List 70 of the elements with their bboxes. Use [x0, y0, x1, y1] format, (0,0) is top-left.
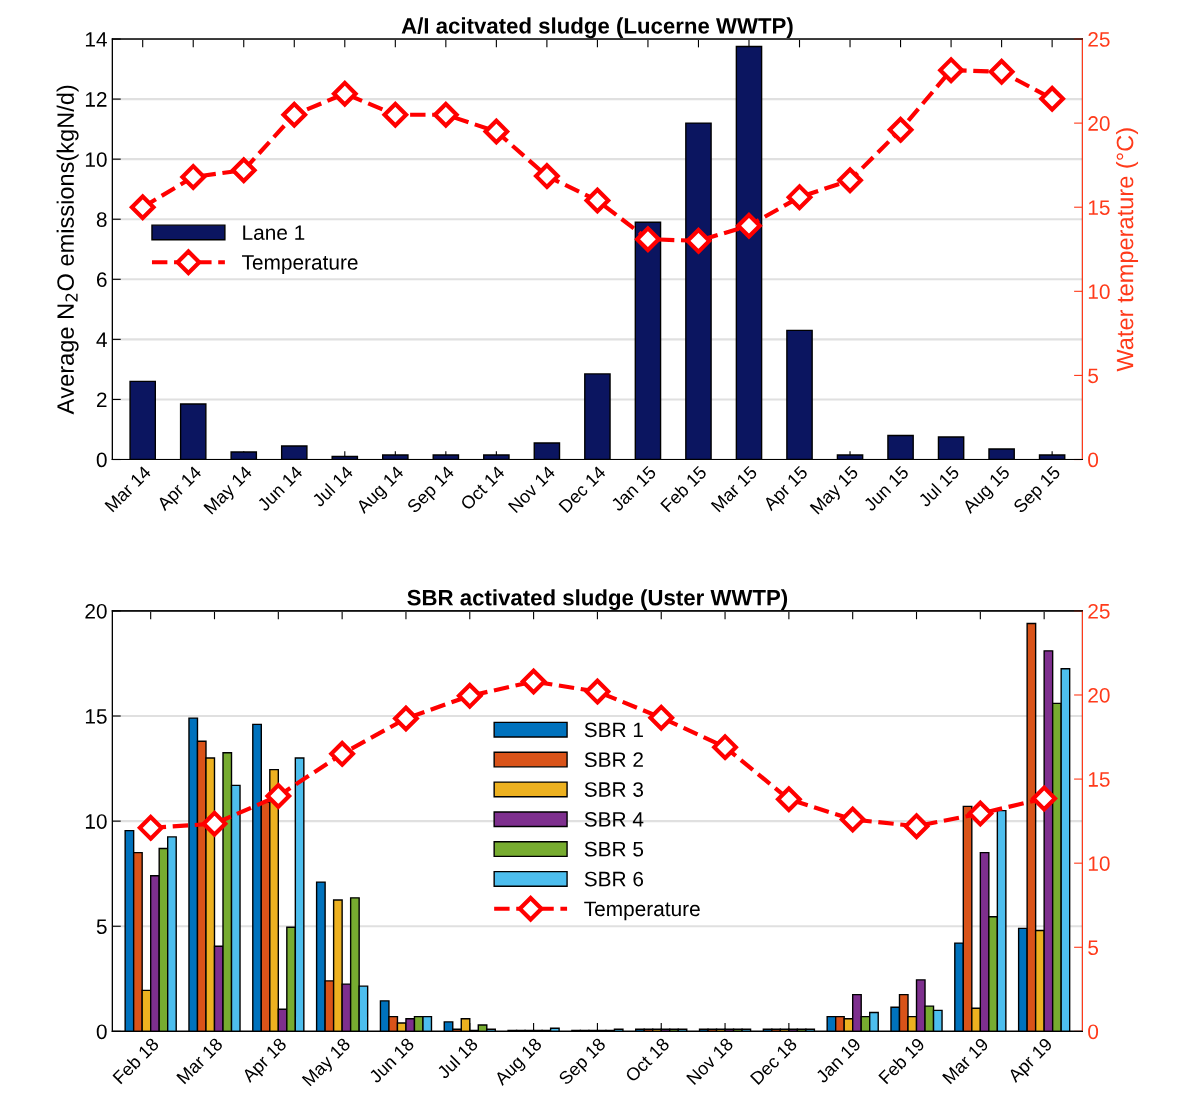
- legend-label: Lane 1: [243, 225, 305, 240]
- x-tick-label: Oct 14: [459, 465, 506, 511]
- x-tick-label: Nov 18: [685, 1037, 734, 1086]
- legend-label: SBR 1: [584, 722, 643, 738]
- x-tick-label: Dec 14: [558, 465, 607, 514]
- x-tick-label: Aug 14: [355, 465, 407, 517]
- legend-label: Temperature: [584, 901, 700, 921]
- y-tick-label: 4: [96, 332, 107, 347]
- x-tick-label: Sep 14: [406, 465, 458, 517]
- x-tick-label: Apr 15: [762, 465, 811, 514]
- y-tick-label: 5: [96, 919, 107, 935]
- y-tick-label: 0: [96, 1024, 107, 1040]
- y-tick-label: 10: [85, 814, 107, 829]
- x-tick-label: Mar 15: [710, 465, 758, 513]
- x-tick-label: Feb 19: [877, 1036, 926, 1085]
- x-tick-label: Sep 18: [557, 1037, 609, 1089]
- legend-label: SBR 5: [584, 841, 644, 857]
- y2-tick-label: 25: [1088, 603, 1110, 619]
- y-tick-label: 0: [96, 452, 107, 468]
- x-tick-label: Jan 19: [814, 1037, 862, 1084]
- y-tick-label: 15: [85, 709, 107, 724]
- x-tick-label: Mar 19: [941, 1037, 990, 1085]
- x-tick-label: Aug 18: [493, 1037, 545, 1089]
- x-tick-label: Aug 15: [961, 465, 1013, 517]
- x-tick-label: Apr 18: [241, 1037, 290, 1086]
- x-tick-label: Jun 15: [862, 465, 910, 512]
- y2-tick-label: 0: [1088, 1024, 1099, 1040]
- y2-axis-title: Water temperature (°C): [1116, 128, 1139, 372]
- x-tick-label: May 14: [203, 465, 256, 518]
- chart-title: SBR activated sludge (Uster WWTP): [407, 589, 788, 611]
- legend-label: SBR 6: [584, 871, 644, 887]
- y2-tick-label: 20: [1088, 116, 1110, 131]
- legend-label: SBR 3: [584, 782, 644, 797]
- y2-tick-label: 20: [1088, 687, 1110, 703]
- y2-tick-label: 15: [1088, 200, 1110, 215]
- x-tick-label: May 15: [809, 465, 862, 518]
- y2-tick-label: 5: [1088, 940, 1099, 956]
- x-tick-label: Jul 14: [310, 464, 354, 508]
- x-tick-label: Nov 14: [507, 465, 556, 514]
- x-tick-label: Jul 18: [435, 1036, 479, 1080]
- legend-label: SBR 2: [584, 752, 643, 768]
- x-tick-label: Mar 18: [176, 1037, 224, 1085]
- legend-label: SBR 4: [584, 811, 644, 827]
- y-axis-title: Average N$_{2}$O emissions(kgN/d): [56, 85, 79, 415]
- x-tick-label: Apr 19: [1006, 1037, 1056, 1086]
- y-tick-label: 12: [85, 92, 107, 107]
- y2-tick-label: 10: [1088, 284, 1110, 300]
- x-tick-label: Dec 18: [749, 1037, 798, 1086]
- y-tick-label: 8: [96, 212, 107, 227]
- y2-tick-label: 15: [1088, 772, 1110, 787]
- x-tick-label: Oct 18: [624, 1037, 671, 1083]
- y-tick-label: 6: [97, 272, 107, 288]
- x-tick-label: Feb 18: [111, 1036, 160, 1085]
- y2-tick-label: 25: [1088, 32, 1110, 47]
- y2-tick-label: 0: [1088, 452, 1099, 468]
- y-tick-label: 10: [85, 152, 107, 167]
- y2-tick-label: 5: [1088, 368, 1099, 384]
- chart-title: A/I acitvated sludge (Lucerne WWTP): [401, 17, 793, 39]
- y-tick-label: 14: [85, 32, 107, 47]
- x-tick-label: Sep 15: [1012, 465, 1064, 517]
- y-tick-label: 20: [85, 603, 107, 619]
- y-tick-label: 2: [96, 392, 107, 407]
- x-tick-label: Jan 15: [610, 465, 657, 512]
- legend-label: Temperature: [242, 255, 358, 274]
- x-tick-label: Jun 18: [368, 1037, 415, 1084]
- y2-tick-label: 10: [1088, 856, 1110, 871]
- x-tick-label: Jun 14: [256, 465, 304, 512]
- x-tick-label: Jul 15: [917, 464, 960, 508]
- x-tick-label: May 18: [301, 1037, 354, 1089]
- x-tick-label: Feb 15: [659, 464, 708, 513]
